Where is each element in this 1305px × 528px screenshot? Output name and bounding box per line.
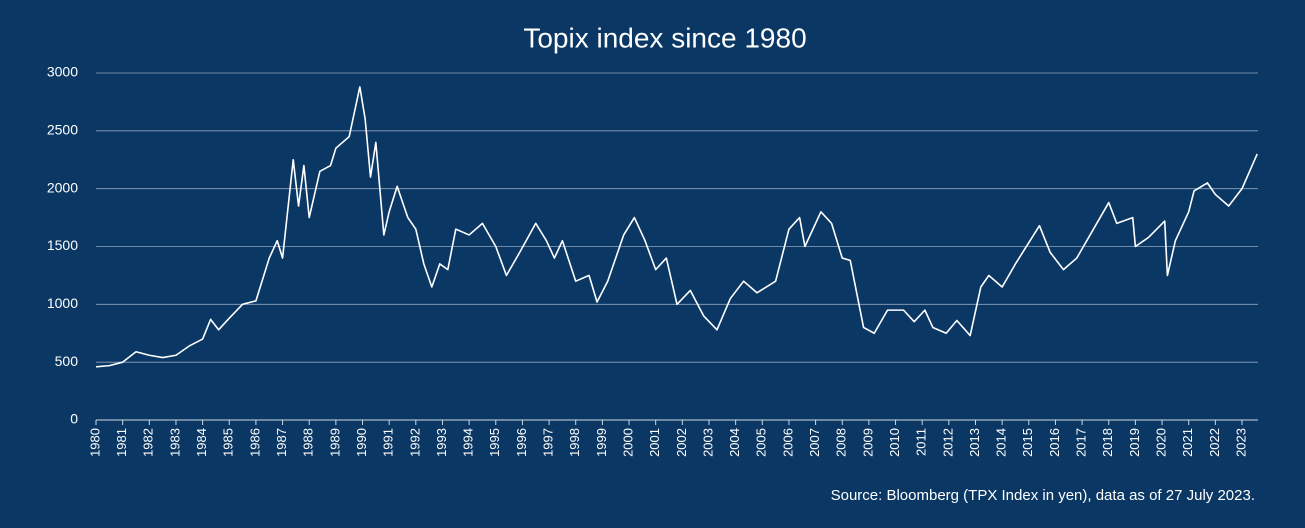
- x-tick-label: 1992: [407, 428, 422, 457]
- y-tick-label: 1500: [47, 237, 78, 253]
- y-tick-label: 1000: [47, 295, 78, 311]
- x-tick-label: 2019: [1127, 428, 1142, 457]
- x-tick-label: 2014: [994, 428, 1009, 457]
- y-tick-label: 0: [70, 411, 78, 427]
- x-tick-label: 1983: [167, 428, 182, 457]
- line-series: [95, 86, 1258, 368]
- x-tick-label: 2023: [1233, 428, 1248, 457]
- x-tick-label: 1987: [274, 428, 289, 457]
- x-tick-label: 1998: [567, 428, 582, 457]
- x-tick-label: 2001: [647, 428, 662, 457]
- x-tick-label: 1986: [247, 428, 262, 457]
- x-tick-label: 1994: [461, 428, 476, 457]
- x-tick-label: 2006: [780, 428, 795, 457]
- x-tick-label: 2010: [887, 428, 902, 457]
- x-tick-label: 1984: [194, 428, 209, 457]
- x-tick-label: 2004: [727, 428, 742, 457]
- x-tick-label: 1982: [141, 428, 156, 457]
- x-tick-label: 1991: [381, 428, 396, 457]
- x-tick-label: 2022: [1207, 428, 1222, 457]
- x-tick-label: 2021: [1180, 428, 1195, 457]
- x-tick-label: 2012: [940, 428, 955, 457]
- x-tick-label: 1988: [301, 428, 316, 457]
- x-tick-label: 2007: [807, 428, 822, 457]
- x-tick-label: 2002: [674, 428, 689, 457]
- y-tick-label: 2500: [47, 122, 78, 138]
- y-tick-label: 2000: [47, 179, 78, 195]
- x-tick-label: 1996: [514, 428, 529, 457]
- chart-title: Topix index since 1980: [523, 22, 806, 53]
- x-tick-label: 1993: [434, 428, 449, 457]
- x-tick-label: 2017: [1074, 428, 1089, 457]
- x-tick-label: 2015: [1020, 428, 1035, 457]
- x-tick-label: 2013: [967, 428, 982, 457]
- x-tick-label: 1997: [541, 428, 556, 457]
- x-tick-label: 2008: [834, 428, 849, 457]
- x-tick-label: 1985: [221, 428, 236, 457]
- x-tick-label: 2018: [1100, 428, 1115, 457]
- y-tick-label: 500: [55, 353, 79, 369]
- x-tick-label: 2016: [1047, 428, 1062, 457]
- x-tick-label: 2009: [860, 428, 875, 457]
- x-tick-label: 1989: [327, 428, 342, 457]
- x-tick-label: 2005: [754, 428, 769, 457]
- x-tick-label: 2011: [914, 428, 929, 456]
- y-tick-label: 3000: [47, 64, 78, 80]
- x-tick-label: 1999: [594, 428, 609, 457]
- source-note: Source: Bloomberg (TPX Index in yen), da…: [831, 487, 1255, 504]
- x-tick-label: 2003: [700, 428, 715, 457]
- x-tick-label: 1980: [87, 428, 102, 457]
- x-tick-label: 1995: [487, 428, 502, 457]
- x-tick-label: 1990: [354, 428, 369, 457]
- x-tick-label: 2020: [1153, 428, 1168, 457]
- x-tick-label: 2000: [620, 428, 635, 457]
- x-tick-label: 1981: [114, 428, 129, 457]
